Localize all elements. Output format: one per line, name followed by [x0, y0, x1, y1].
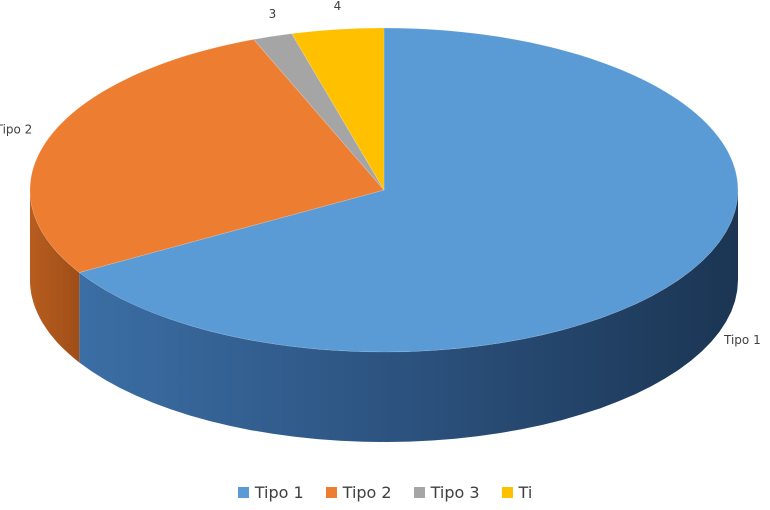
- legend-label: Tipo 2: [342, 483, 392, 502]
- legend-label: Tipo 3: [430, 483, 480, 502]
- data-label-tipo-2: Tipo 2: [0, 122, 32, 136]
- legend-label: Tipo 1: [254, 483, 304, 502]
- legend: Tipo 1 Tipo 2 Tipo 3 Ti: [0, 483, 770, 502]
- pie-slice-tipo-4: [291, 27, 385, 192]
- data-label-tipo-4: 4: [334, 0, 342, 13]
- legend-swatch: [501, 487, 513, 498]
- legend-swatch: [237, 487, 249, 498]
- pie-slice-tipo-2: [29, 39, 385, 273]
- legend-item-tipo-2: Tipo 2: [325, 483, 392, 502]
- pie-side-tipo-1: [79, 190, 739, 442]
- legend-item-tipo-4: Ti: [501, 483, 533, 502]
- pie-sides: [30, 190, 739, 442]
- legend-label: Ti: [518, 483, 533, 502]
- legend-swatch: [413, 487, 425, 498]
- legend-swatch: [325, 487, 337, 498]
- legend-item-tipo-1: Tipo 1: [237, 483, 304, 502]
- pie-slice-tipo-1: [78, 27, 739, 353]
- pie-data-labels: Tipo 1 Tipo 2 3 4: [0, 0, 761, 347]
- pie-side-tipo-2: [30, 190, 80, 363]
- pie-slice-tipo-3: [253, 33, 385, 191]
- legend-item-tipo-3: Tipo 3: [413, 483, 480, 502]
- data-label-tipo-1: Tipo 1: [723, 333, 761, 347]
- data-label-tipo-3: 3: [269, 7, 277, 21]
- pie-slices: [29, 27, 739, 353]
